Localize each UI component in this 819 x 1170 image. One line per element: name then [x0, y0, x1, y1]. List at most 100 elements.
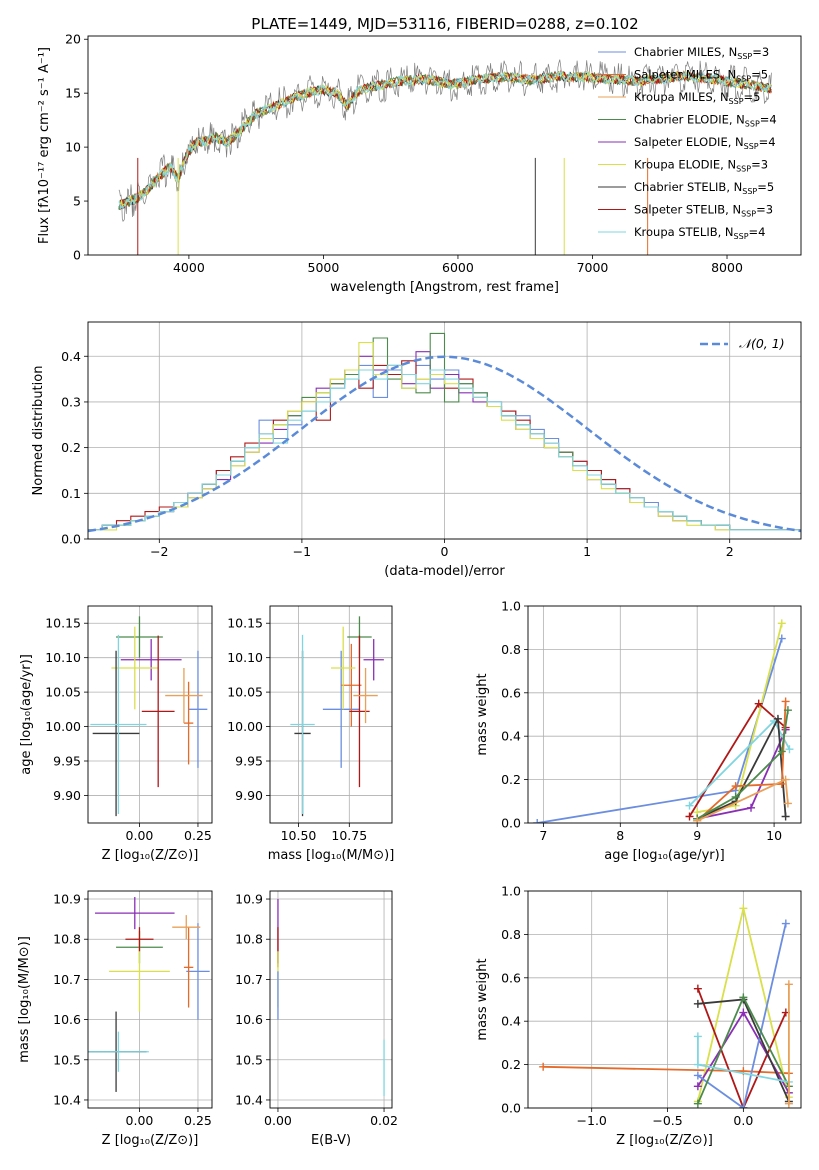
x-axis-label: Z [log₁₀(Z/Z⊙)] [102, 1133, 199, 1148]
y-tick-label: 0.2 [501, 1057, 521, 1072]
y-tick-label: 10.6 [235, 1012, 263, 1027]
y-tick-label: 9.90 [235, 788, 263, 803]
legend-tail: =3 [756, 203, 773, 217]
point-elodie_kroupa [111, 626, 159, 710]
plus-marker [731, 792, 740, 801]
y-tick-label: 10.4 [53, 1092, 81, 1107]
panel-mass-ebv: 0.00 0.02 10.4 10.5 10.6 10.7 10.8 10.9 E(B-V) [235, 890, 398, 1148]
y-tick-label: 9.95 [235, 754, 263, 769]
x-tick-label: −2 [150, 544, 168, 559]
x-tick-label: 7 [539, 828, 547, 843]
point-elodie_salpeter [120, 639, 182, 681]
plus-marker [693, 999, 702, 1008]
y-tick-label: 10.8 [235, 932, 263, 947]
x-tick-label: 0 [441, 544, 449, 559]
point-miles_chabrier [322, 650, 360, 768]
plus-marker [777, 619, 786, 628]
x-tick-label: −0.5 [652, 1113, 682, 1128]
y-tick-label: 10.7 [235, 972, 263, 987]
y-tick-label: 10.9 [53, 892, 81, 907]
plus-marker [693, 1082, 702, 1091]
x-axis-label: (data-model)/error [384, 564, 505, 579]
plus-marker [754, 699, 763, 708]
point-stelib_kroupa [90, 634, 147, 815]
point-elodie_salpeter [95, 897, 175, 930]
point-miles_kroupa [165, 668, 203, 724]
y-tick-label: 1.0 [501, 599, 521, 614]
axes-frame [527, 605, 802, 824]
y-tick-label: 0.0 [501, 816, 521, 831]
series-line-elodie_chabrier [696, 710, 789, 820]
gridlines [270, 606, 392, 823]
x-tick-label: 4000 [173, 260, 205, 275]
plus-marker [785, 745, 794, 754]
legend-label: Chabrier ELODIE, N [634, 113, 745, 127]
plus-marker [693, 1071, 702, 1080]
axes-frame [527, 890, 802, 1109]
y-tick-label: 0.0 [501, 1101, 521, 1116]
histogram-step-stelib_kroupa [88, 364, 801, 531]
point-stelib_kroupa [290, 634, 315, 815]
plus-marker [783, 799, 792, 808]
y-tick-label: 10.00 [227, 719, 263, 734]
point-miles_kroupa [172, 915, 201, 940]
data-layer [533, 619, 794, 823]
point-miles_salpeter [341, 643, 362, 727]
panel-residuals: −2 −1 0 1 2 0.0 0.1 0.2 0.3 0.4 (data-model)/error… [31, 321, 802, 579]
legend-label: Chabrier STELIB, N [634, 180, 742, 194]
panel-age-mass: 10.50 10.75 9.90 9.95 10.00 10.05 10.10 10.15 ma… [227, 605, 395, 863]
panel-mass-z: 0.00 0.25 10.4 10.5 10.6 10.7 10.8 10.9 Z [log₁₀… [17, 890, 213, 1148]
y-tick-label: 10.15 [227, 616, 263, 631]
x-axis-label: Z [log₁₀(Z/Z⊙)] [616, 1133, 713, 1148]
legend-label: Kroupa STELIB, N [634, 225, 734, 239]
y-tick-label: 10.10 [227, 650, 263, 665]
plus-marker [777, 634, 786, 643]
x-axis-label: Z [log₁₀(Z/Z⊙)] [102, 848, 199, 863]
plus-marker [781, 697, 790, 706]
x-tick-label: 0.0 [733, 1113, 753, 1128]
plot-area [88, 606, 212, 823]
legend-entry: Kroupa STELIB, NSSP=4 [634, 225, 765, 241]
x-tick-label: 10.75 [331, 828, 367, 843]
x-tick-label: 0.00 [126, 828, 154, 843]
legend-tail: =4 [749, 225, 766, 239]
x-axis-label: age [log₁₀(age/yr)] [604, 848, 725, 863]
y-tick-label: 9.95 [53, 754, 81, 769]
axes-frame [87, 321, 802, 540]
plus-marker [783, 706, 792, 715]
y-tick-label: 0.0 [61, 532, 81, 547]
y-tick-label: 0.3 [61, 394, 81, 409]
plus-marker [685, 812, 694, 821]
data-layer [539, 904, 793, 1108]
x-tick-label: 8 [616, 828, 624, 843]
series-line-stelib_salpeter [697, 988, 787, 1108]
legend-label: Kroupa ELODIE, N [634, 158, 736, 172]
point-stelib_salpeter [349, 635, 370, 788]
y-tick-label: 10.05 [227, 685, 263, 700]
y-tick-label: 10.6 [53, 1012, 81, 1027]
plot-area [270, 606, 392, 823]
x-tick-label: 9 [693, 828, 701, 843]
legend-tail: =5 [744, 90, 761, 104]
x-axis-label: mass [log₁₀(M/M⊙)] [268, 848, 395, 863]
y-tick-label: 10.8 [53, 932, 81, 947]
x-tick-label: 0.25 [184, 828, 212, 843]
data-layer [88, 897, 210, 1092]
y-tick-label: 10.5 [235, 1052, 263, 1067]
x-tick-label: 7000 [577, 260, 609, 275]
data-layer [277, 899, 385, 1096]
series-line-miles_chabrier [697, 923, 787, 1108]
point-stelib_chabrier [92, 650, 140, 817]
plus-marker [739, 1104, 748, 1108]
y-tick-label: 5 [73, 194, 81, 209]
x-axis-label: E(B-V) [311, 1133, 351, 1148]
panel-weight-z: −1.0 −0.5 0.0 0.0 0.2 0.4 0.6 0.8 1.0 Z [log₁₀(Z/… [475, 884, 802, 1148]
legend-label: Salpeter MILES, N [634, 68, 736, 82]
x-tick-label: −1.0 [577, 1113, 607, 1128]
x-tick-label: 6000 [442, 260, 474, 275]
legend-entry: Kroupa MILES, NSSP=5 [634, 90, 760, 106]
plus-marker [739, 904, 748, 913]
point-miles_chabrier [186, 923, 210, 1020]
x-tick-label: 8000 [711, 260, 743, 275]
